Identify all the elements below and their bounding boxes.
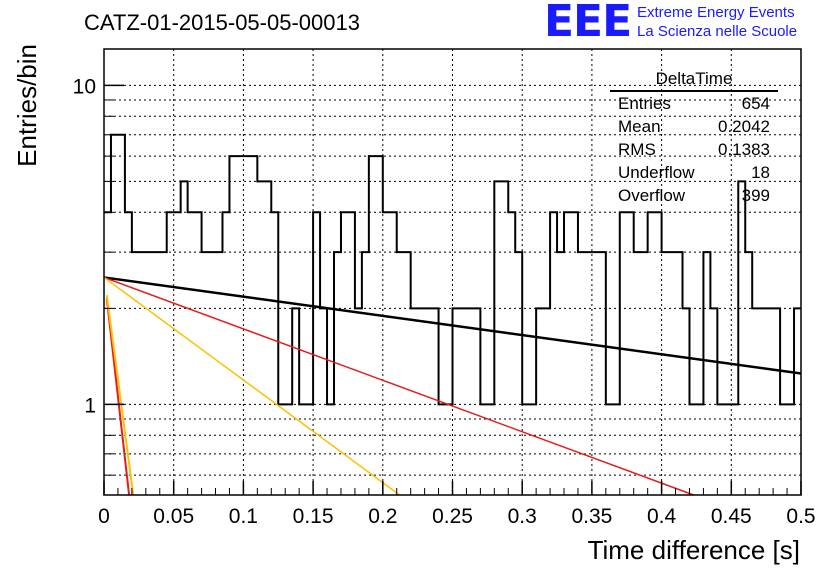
fit-curve — [103, 276, 400, 496]
stats-label: RMS — [618, 140, 656, 159]
x-tick-label: 0 — [98, 505, 110, 528]
x-tick-label: 0.45 — [711, 505, 752, 528]
stats-rows: Entries 654 Mean 0.2042 RMS 0.1383 Underflow 18… — [610, 92, 778, 207]
x-axis-label: Time difference [s] — [588, 535, 800, 565]
eee-logo: EEE Extreme Energy Events La Scienza nel… — [544, 0, 832, 47]
stats-value: 399 — [741, 186, 770, 205]
page-title: CATZ-01-2015-05-05-00013 — [84, 10, 360, 35]
stats-label: Mean — [618, 117, 661, 136]
stats-row: Entries 654 — [610, 92, 778, 115]
x-tick-label: 0.05 — [153, 505, 194, 528]
logo-line-1: Extreme Energy Events — [637, 4, 795, 21]
grid-lines — [104, 49, 801, 495]
stats-label: Overflow — [618, 186, 686, 205]
fit-curve — [105, 295, 135, 496]
stats-value: 0.2042 — [718, 117, 770, 136]
fit-curve — [105, 298, 131, 496]
stats-value: 18 — [751, 163, 770, 182]
x-tick-label: 0.4 — [647, 505, 677, 528]
stats-label: Entries — [618, 94, 671, 113]
fit-curve — [103, 276, 802, 375]
x-tick-label: 0.35 — [571, 505, 612, 528]
fit-curves — [103, 276, 802, 496]
stats-box: DeltaTime Entries 654 Mean 0.2042 RMS 0.1383 U… — [610, 68, 778, 207]
y-tick-label: 10 — [73, 75, 96, 98]
fit-curve — [103, 276, 694, 496]
x-tick-label: 0.3 — [508, 505, 537, 528]
x-tick-label: 0.5 — [786, 505, 815, 528]
histogram-line — [104, 133, 801, 406]
stats-row: Overflow 399 — [610, 184, 778, 207]
stats-title: DeltaTime — [610, 68, 778, 92]
x-tick-label: 0.2 — [368, 505, 397, 528]
stats-label: Underflow — [618, 163, 695, 182]
x-tick-label: 0.25 — [432, 505, 473, 528]
y-axis: 1 10 — [73, 75, 124, 476]
y-axis-label: Entries/bin — [12, 44, 42, 167]
stats-value: 0.1383 — [718, 140, 770, 159]
y-tick-label: 1 — [84, 394, 96, 417]
x-axis: 0 0.05 0.1 0.15 0.2 0.25 0.3 0.35 0.4 0.45 0.5 — [98, 481, 816, 528]
stats-row: Underflow 18 — [610, 161, 778, 184]
x-tick-label: 0.1 — [229, 505, 258, 528]
logo-line-2: La Scienza nelle Scuole — [637, 23, 798, 40]
stats-row: Mean 0.2042 — [610, 115, 778, 138]
logo-mark: EEE — [544, 0, 632, 47]
stats-value: 654 — [741, 94, 770, 113]
x-tick-label: 0.15 — [293, 505, 334, 528]
stats-row: RMS 0.1383 — [610, 138, 778, 161]
